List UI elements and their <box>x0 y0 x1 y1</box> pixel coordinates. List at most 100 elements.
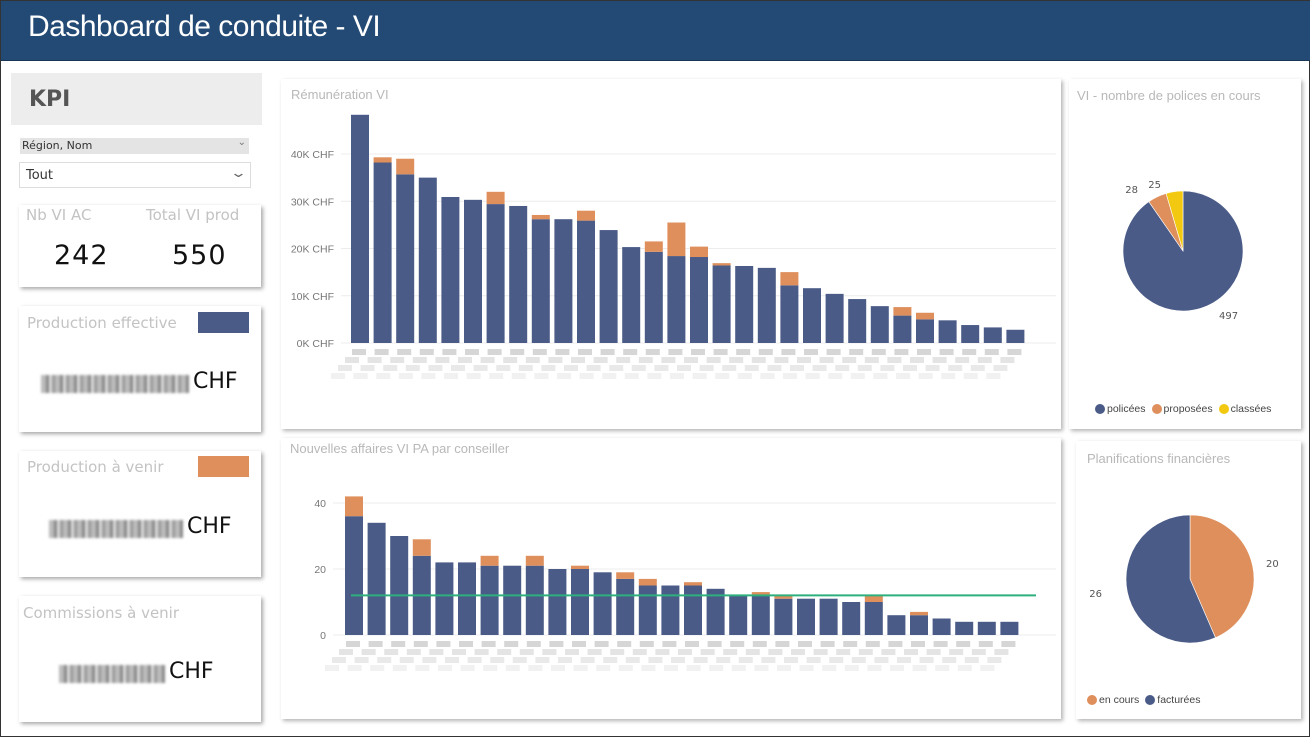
bar-effective <box>571 569 589 635</box>
remuneration-chart[interactable]: Rémunération VI 0K CHF 10K CHF 20K CHF 30K … <box>281 79 1061 429</box>
legend-item-policees[interactable]: policées <box>1095 403 1146 415</box>
blurred-x-label <box>602 373 617 379</box>
blurred-x-label <box>828 373 843 379</box>
blurred-x-label <box>361 649 376 655</box>
blurred-x-label <box>1007 349 1022 355</box>
blurred-x-label <box>525 357 540 363</box>
nouvelles-affaires-chart[interactable]: Nouvelles affaires VI PA par conseiller … <box>281 438 1061 719</box>
blurred-x-label <box>638 357 653 363</box>
blurred-x-label <box>871 349 886 355</box>
bar-a-venir <box>577 210 595 221</box>
blurred-x-label <box>465 349 479 355</box>
blurred-x-label <box>941 373 956 379</box>
blurred-x-label <box>384 649 399 655</box>
chevron-down-icon[interactable]: ⌄ <box>229 166 248 181</box>
commissions-a-venir-card: Commissions à venir CHF <box>19 596 261 722</box>
blurred-x-label <box>897 657 911 663</box>
bar-effective <box>616 578 635 635</box>
bar-effective <box>396 174 415 343</box>
blurred-x-label <box>442 349 457 355</box>
blurred-x-label <box>625 657 640 663</box>
blurred-x-label <box>445 657 459 663</box>
y-tick-label: 0K CHF <box>297 338 334 350</box>
bar-effective <box>599 230 618 343</box>
pie-value-label: 20 <box>1266 559 1279 570</box>
slicer-label: Région, Nom <box>22 139 93 152</box>
blurred-x-label <box>737 373 752 379</box>
blurred-x-label <box>542 649 557 655</box>
blurred-x-label <box>722 365 737 371</box>
blurred-x-label <box>736 349 751 355</box>
planifications-pie-visual[interactable]: Planifications financières 20 26 en cours… <box>1076 441 1301 719</box>
header-bar <box>1 1 1310 61</box>
blurred-x-label <box>1001 641 1016 647</box>
blurred-x-label <box>436 641 451 647</box>
blurred-x-label <box>805 373 820 379</box>
blurred-x-label <box>761 657 776 663</box>
bar-effective <box>480 565 499 635</box>
currency-unit: CHF <box>187 514 232 539</box>
bar-effective <box>684 585 702 635</box>
blurred-x-label <box>686 665 701 671</box>
region-name-dropdown[interactable]: Tout ⌄ <box>19 162 251 188</box>
production-effective-value: CHF <box>41 369 238 394</box>
pie-value-label: 28 <box>1125 185 1138 196</box>
chevron-down-icon[interactable]: ⌄ <box>237 137 246 148</box>
blurred-x-label <box>723 649 738 655</box>
blurred-x-label <box>406 649 421 655</box>
total-vi-prod-label: Total VI prod <box>146 206 240 224</box>
bar-effective <box>525 565 544 635</box>
blurred-x-label <box>767 365 782 371</box>
blurred-x-label <box>460 665 475 671</box>
blurred-x-label <box>963 373 978 379</box>
blurred-x-label <box>512 657 527 663</box>
blurred-x-label <box>994 649 1009 655</box>
blurred-x-label <box>452 649 466 655</box>
y-tick-label: 40K CHF <box>291 149 334 161</box>
legend-item-facturees[interactable]: facturées <box>1145 694 1200 706</box>
commissions-a-venir-value: CHF <box>59 659 214 684</box>
blurred-x-label <box>677 365 691 371</box>
blurred-x-label <box>647 373 662 379</box>
blurred-x-label <box>438 665 452 671</box>
bar-a-venir <box>712 263 731 266</box>
legend-item-classees[interactable]: classées <box>1218 403 1271 415</box>
blurred-x-label <box>700 649 715 655</box>
polices-pie-visual[interactable]: VI - nombre de polices en cours 497 28 25 … <box>1069 79 1301 429</box>
bar-effective <box>893 315 912 343</box>
blurred-x-label <box>822 665 837 671</box>
bar-a-venir <box>864 595 883 602</box>
blurred-x-label <box>579 373 594 379</box>
slicer-header[interactable]: Région, Nom ⌄ <box>20 137 249 154</box>
bar-effective <box>819 598 838 635</box>
blurred-x-label <box>398 373 413 379</box>
bar-effective <box>712 265 731 343</box>
blurred-x-label <box>661 357 676 363</box>
blurred-x-label <box>956 641 971 647</box>
blurred-x-label <box>459 641 473 647</box>
blurred-x-label <box>844 665 859 671</box>
blurred-x-label <box>798 641 812 647</box>
blurred-x-label <box>932 357 947 363</box>
bar-effective <box>825 293 844 343</box>
blurred-x-label <box>867 665 882 671</box>
blurred-x-label <box>835 365 850 371</box>
legend-item-proposees[interactable]: proposées <box>1151 403 1213 415</box>
blurred-x-label <box>799 665 814 671</box>
blurred-x-label <box>541 365 556 371</box>
blurred-x-label <box>819 357 834 363</box>
blurred-x-label <box>618 665 633 671</box>
blurred-x-label <box>412 357 427 363</box>
bar-a-venir <box>412 539 431 556</box>
blurred-x-label <box>415 665 430 671</box>
blurred-x-label <box>781 349 796 355</box>
legend-item-en-cours[interactable]: en cours <box>1087 694 1139 706</box>
blurred-x-label <box>360 365 375 371</box>
y-tick-label: 30K CHF <box>291 196 334 208</box>
bar-effective <box>548 569 567 635</box>
bar-effective <box>1000 621 1019 635</box>
blurred-x-label <box>684 357 698 363</box>
blurred-x-label <box>596 665 611 671</box>
bar-a-venir <box>480 555 499 566</box>
blurred-x-label <box>836 649 851 655</box>
